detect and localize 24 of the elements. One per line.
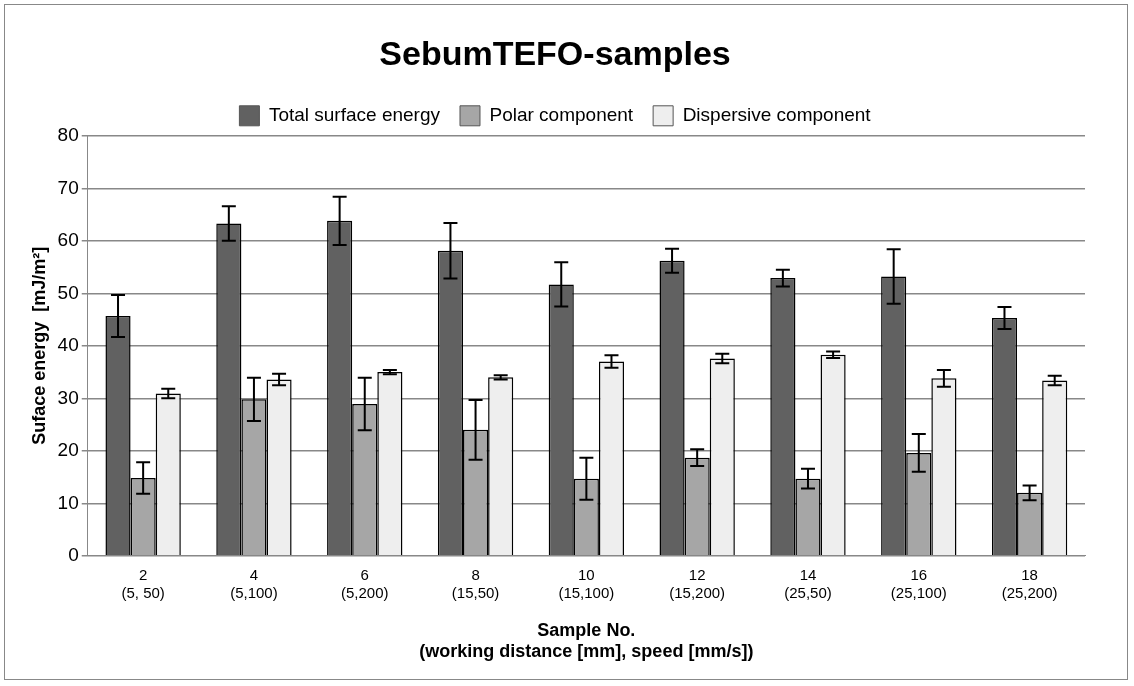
legend-label: Dispersive component bbox=[682, 104, 872, 126]
legend-label: Total surface energy bbox=[268, 104, 441, 126]
x-tick-label: 16 (25,100) bbox=[890, 565, 947, 601]
y-tick-label: 0 bbox=[68, 544, 79, 566]
x-tick-label: 10 (15,100) bbox=[558, 565, 615, 601]
y-tick-label: 30 bbox=[57, 386, 79, 408]
x-tick-label: 6 (5,200) bbox=[340, 565, 389, 601]
y-tick-label: 80 bbox=[57, 124, 79, 146]
x-tick-label: 4 (5,100) bbox=[230, 565, 278, 601]
y-tick-label: 50 bbox=[57, 281, 79, 303]
legend-label: Polar component bbox=[489, 104, 634, 126]
y-tick-label: 60 bbox=[57, 229, 79, 251]
y-tick-label: 40 bbox=[57, 334, 79, 356]
y-tick-label: 20 bbox=[57, 439, 79, 461]
x-tick-label: 18 (25,200) bbox=[1001, 565, 1058, 601]
y-tick-label: 70 bbox=[57, 176, 79, 198]
x-tick-label: 14 (25,50) bbox=[784, 565, 832, 601]
x-tick-label: 2 (5, 50) bbox=[121, 565, 165, 601]
y-tick-label: 10 bbox=[57, 491, 79, 513]
x-axis-title: Sample No. (working distance [mm], speed [mm/s]) bbox=[419, 619, 754, 662]
x-tick-label: 8 (15,50) bbox=[451, 565, 500, 601]
y-axis-title: Suface energy [mJ/m²] bbox=[28, 246, 49, 445]
chart-title: SebumTEFO-samples bbox=[379, 33, 731, 72]
x-tick-label: 12 (15,200) bbox=[669, 565, 726, 601]
